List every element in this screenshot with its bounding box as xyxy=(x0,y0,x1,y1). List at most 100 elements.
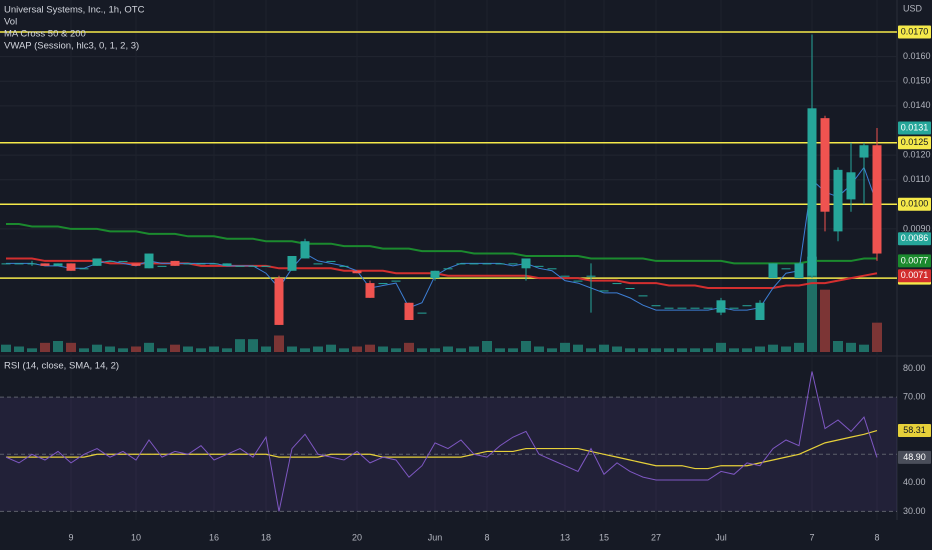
volume-bar xyxy=(846,342,856,352)
volume-bar xyxy=(222,348,232,352)
candle-body xyxy=(326,260,336,262)
rsi-line xyxy=(5,371,878,512)
legend-entry: MA Cross 50 & 200 xyxy=(4,29,86,40)
candle-body xyxy=(404,302,414,320)
volume-bar xyxy=(183,346,193,352)
volume-bar xyxy=(755,346,765,352)
x-tick-label: 9 xyxy=(68,532,73,542)
price-tag: 0.0086 xyxy=(901,233,929,243)
candle-body xyxy=(144,253,154,269)
candle-body xyxy=(521,258,531,269)
candle-body xyxy=(274,278,284,325)
volume-bar xyxy=(326,344,336,352)
x-tick-label: 8 xyxy=(874,532,879,542)
candle-body xyxy=(859,145,869,158)
price-tag-box xyxy=(898,121,931,135)
volume-bar xyxy=(703,348,713,352)
candle-body xyxy=(222,263,232,266)
volume-bar xyxy=(560,342,570,352)
volume-bar xyxy=(196,348,206,352)
price-tag: 0.0077 xyxy=(901,255,929,265)
candle-body xyxy=(508,263,518,265)
volume-bar xyxy=(716,342,726,352)
candle-body xyxy=(157,265,167,267)
y-tick-label: 0.0110 xyxy=(903,174,930,184)
price-tag-box xyxy=(898,254,931,268)
candle-body xyxy=(313,263,323,265)
volume-bar xyxy=(534,346,544,352)
hline-tag: 0.0100 xyxy=(901,199,929,209)
candle-body xyxy=(53,263,63,266)
x-tick-label: 7 xyxy=(809,532,814,542)
volume-bar xyxy=(118,348,128,352)
volume-bar xyxy=(625,348,635,352)
volume-bar xyxy=(313,346,323,352)
y-tick-label: 0.0090 xyxy=(903,223,931,233)
candle-body xyxy=(352,270,362,274)
candle-body xyxy=(300,241,310,259)
volume-bar xyxy=(27,348,37,352)
volume-bar xyxy=(391,348,401,352)
marks-layer xyxy=(0,31,897,512)
volume-bar xyxy=(781,346,791,352)
candle-body xyxy=(209,263,219,265)
volume-bar xyxy=(365,344,375,352)
price-tag: 0.0131 xyxy=(901,122,929,132)
volume-bar xyxy=(235,339,245,352)
hline-tag: 0.0125 xyxy=(901,137,929,147)
hline-tag: 0.0170 xyxy=(901,26,929,36)
rsi-tag: 48.90 xyxy=(903,452,926,462)
volume-bar xyxy=(820,289,830,352)
volume-bar xyxy=(209,346,219,352)
currency-label: USD xyxy=(903,3,923,13)
candle-body xyxy=(66,263,76,271)
volume-bar xyxy=(430,348,440,352)
candle-body xyxy=(820,118,830,212)
volume-bar xyxy=(690,348,700,352)
candle-body xyxy=(27,263,37,265)
volume-bar xyxy=(53,341,63,352)
volume-bar xyxy=(482,341,492,352)
y-tick-label: 0.0150 xyxy=(903,76,931,86)
candle-body xyxy=(534,265,544,267)
candle-body xyxy=(612,283,622,285)
y-tick-label: 0.0160 xyxy=(903,51,931,61)
candle-body xyxy=(235,265,245,267)
volume-bar xyxy=(92,344,102,352)
x-tick-label: 10 xyxy=(131,532,141,542)
candle-body xyxy=(794,263,804,279)
volume-bar xyxy=(79,348,89,352)
volume-bar xyxy=(261,346,271,352)
candle-body xyxy=(599,290,609,292)
candle-body xyxy=(807,108,817,276)
volume-bar xyxy=(170,344,180,352)
rsi-tick-label: 40.00 xyxy=(903,477,926,487)
candle-body xyxy=(287,256,297,271)
volume-bar xyxy=(469,346,479,352)
legend-entry: Vol xyxy=(4,17,17,28)
volume-bar xyxy=(872,322,882,352)
volume-bar xyxy=(807,256,817,352)
candle-body xyxy=(846,172,856,200)
candle-body xyxy=(79,268,89,270)
candle-body xyxy=(378,283,388,285)
volume-bar xyxy=(144,342,154,352)
rsi-tick-label: 80.00 xyxy=(903,363,926,373)
candle-body xyxy=(443,268,453,270)
candle-body xyxy=(469,263,479,265)
volume-bar xyxy=(456,348,466,352)
volume-bar xyxy=(105,346,115,352)
volume-bar xyxy=(248,339,258,352)
volume-bar xyxy=(378,346,388,352)
candle-body xyxy=(339,265,349,267)
candle-body xyxy=(716,300,726,313)
volume-bar xyxy=(768,344,778,352)
candle-body xyxy=(560,275,570,277)
candle-body xyxy=(482,263,492,265)
volume-bar xyxy=(573,344,583,352)
candle-body xyxy=(196,263,206,265)
candle-body xyxy=(703,307,713,309)
volume-bar xyxy=(417,348,427,352)
candle-body xyxy=(625,288,635,289)
